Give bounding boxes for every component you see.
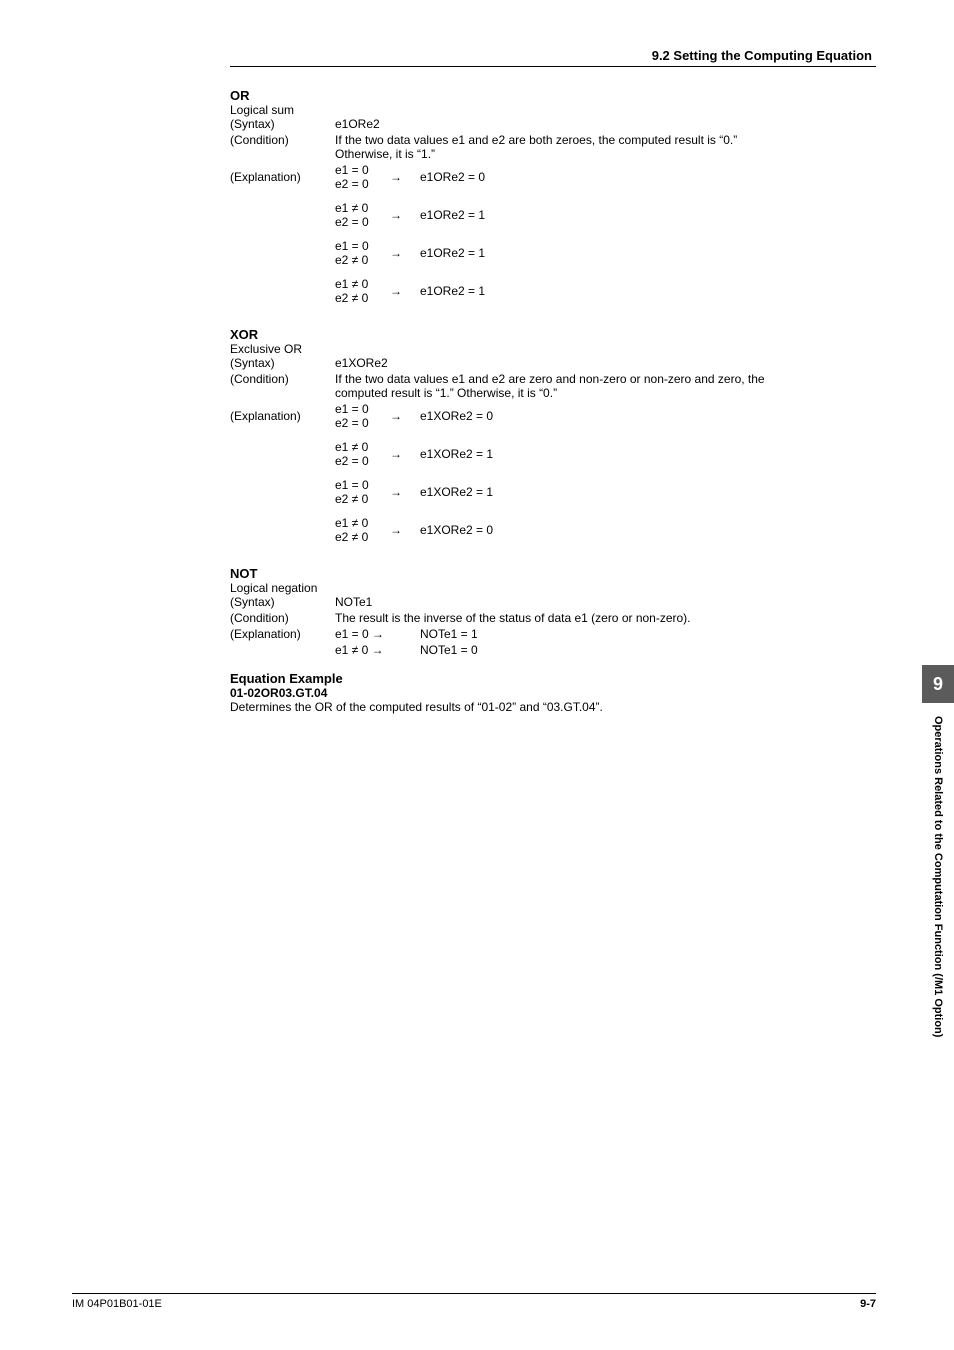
or-exp-label: (Explanation)	[230, 170, 335, 184]
not-l0-res: NOTe1 = 1	[420, 627, 478, 641]
not-l1-res: NOTe1 = 0	[420, 643, 478, 657]
arrow-icon: →	[390, 246, 420, 260]
xor-exp-0: (Explanation) e1 = 0 e2 = 0 → e1XORe2 = …	[230, 402, 790, 430]
not-exp-label: (Explanation)	[230, 627, 335, 641]
not-syntax-label: (Syntax)	[230, 595, 335, 609]
or-c1-res: e1ORe2 = 1	[420, 208, 790, 222]
xor-desc: Exclusive OR	[230, 342, 790, 356]
xor-cond-value: If the two data values e1 and e2 are zer…	[335, 372, 790, 400]
xor-heading: XOR	[230, 327, 790, 342]
arrow-icon: →	[390, 208, 420, 222]
xor-syntax-value: e1XORe2	[335, 356, 790, 370]
header-rule	[230, 66, 876, 67]
or-c3-l2: e2 ≠ 0	[335, 291, 390, 305]
arrow-icon: →	[390, 170, 420, 184]
arrow-icon: →	[390, 447, 420, 461]
or-c1-l1: e1 ≠ 0	[335, 201, 390, 215]
or-syntax-label: (Syntax)	[230, 117, 335, 131]
or-syntax-value: e1ORe2	[335, 117, 790, 131]
xor-c3-res: e1XORe2 = 0	[420, 523, 790, 537]
xor-c0-res: e1XORe2 = 0	[420, 409, 790, 423]
not-l1-left: e1 ≠ 0 →	[335, 643, 420, 657]
not-desc: Logical negation	[230, 581, 790, 595]
or-c0-l1: e1 = 0	[335, 163, 390, 177]
or-c2-res: e1ORe2 = 1	[420, 246, 790, 260]
not-cond-value: The result is the inverse of the status …	[335, 611, 790, 625]
or-exp-3: e1 ≠ 0 e2 ≠ 0 → e1ORe2 = 1	[335, 277, 790, 305]
xor-exp-2: e1 = 0 e2 ≠ 0 → e1XORe2 = 1	[335, 478, 790, 506]
example-text: Determines the OR of the computed result…	[230, 700, 790, 714]
xor-c3-l2: e2 ≠ 0	[335, 530, 390, 544]
xor-syntax-label: (Syntax)	[230, 356, 335, 370]
or-c3-l1: e1 ≠ 0	[335, 277, 390, 291]
xor-c2-l2: e2 ≠ 0	[335, 492, 390, 506]
not-syntax-value: NOTe1	[335, 595, 790, 609]
or-c3-res: e1ORe2 = 1	[420, 284, 790, 298]
or-c1-l2: e2 = 0	[335, 215, 390, 229]
xor-c0-l1: e1 = 0	[335, 402, 390, 416]
not-cond-label: (Condition)	[230, 611, 335, 625]
xor-c2-l1: e1 = 0	[335, 478, 390, 492]
footer-left: IM 04P01B01-01E	[72, 1298, 162, 1310]
footer-right: 9-7	[860, 1298, 876, 1310]
or-heading: OR	[230, 88, 790, 103]
or-c2-l1: e1 = 0	[335, 239, 390, 253]
xor-c1-l1: e1 ≠ 0	[335, 440, 390, 454]
content: OR Logical sum (Syntax) e1ORe2 (Conditio…	[230, 88, 790, 714]
or-exp-1: e1 ≠ 0 e2 = 0 → e1ORe2 = 1	[335, 201, 790, 229]
or-cond-label: (Condition)	[230, 133, 335, 161]
arrow-icon: →	[390, 523, 420, 537]
arrow-icon: →	[390, 409, 420, 423]
spacer	[230, 643, 335, 657]
xor-cond-label: (Condition)	[230, 372, 335, 400]
arrow-icon: →	[390, 485, 420, 499]
xor-exp-1: e1 ≠ 0 e2 = 0 → e1XORe2 = 1	[335, 440, 790, 468]
or-c2-l2: e2 ≠ 0	[335, 253, 390, 267]
xor-c1-res: e1XORe2 = 1	[420, 447, 790, 461]
or-c0-l2: e2 = 0	[335, 177, 390, 191]
or-exp-2: e1 = 0 e2 ≠ 0 → e1ORe2 = 1	[335, 239, 790, 267]
xor-exp-label: (Explanation)	[230, 409, 335, 423]
footer: IM 04P01B01-01E 9-7	[72, 1293, 876, 1310]
not-l0-left: e1 = 0 →	[335, 627, 420, 641]
xor-exp-3: e1 ≠ 0 e2 ≠ 0 → e1XORe2 = 0	[335, 516, 790, 544]
arrow-icon: →	[390, 284, 420, 298]
example-heading: Equation Example	[230, 671, 790, 686]
chapter-tab: 9	[922, 665, 954, 703]
header-title: 9.2 Setting the Computing Equation	[652, 48, 872, 63]
example-code: 01-02OR03.GT.04	[230, 686, 790, 700]
or-exp-0: (Explanation) e1 = 0 e2 = 0 → e1ORe2 = 0	[230, 163, 790, 191]
xor-c0-l2: e2 = 0	[335, 416, 390, 430]
xor-c2-res: e1XORe2 = 1	[420, 485, 790, 499]
xor-c1-l2: e2 = 0	[335, 454, 390, 468]
side-label: Operations Related to the Computation Fu…	[932, 716, 944, 1037]
or-c0-res: e1ORe2 = 0	[420, 170, 790, 184]
not-heading: NOT	[230, 566, 790, 581]
or-cond-value: If the two data values e1 and e2 are bot…	[335, 133, 790, 161]
or-desc: Logical sum	[230, 103, 790, 117]
xor-c3-l1: e1 ≠ 0	[335, 516, 390, 530]
side-label-wrap: Operations Related to the Computation Fu…	[922, 716, 954, 1166]
